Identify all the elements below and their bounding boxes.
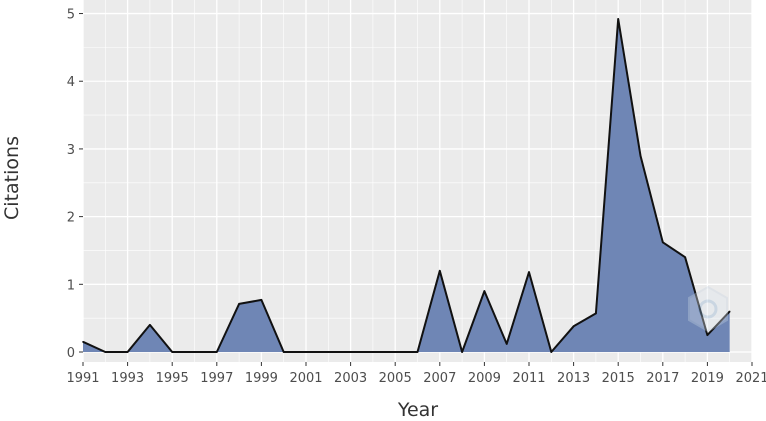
data-point bbox=[216, 351, 218, 353]
data-point bbox=[662, 241, 664, 244]
x-tick-label: 1991 bbox=[66, 371, 99, 386]
data-point bbox=[82, 341, 84, 343]
data-point bbox=[126, 351, 129, 353]
y-axis-title: Citations bbox=[1, 136, 23, 220]
data-point bbox=[416, 351, 419, 353]
data-point bbox=[617, 18, 619, 20]
x-tick-label: 1993 bbox=[111, 371, 144, 386]
data-point bbox=[505, 343, 508, 345]
x-tick-label: 2009 bbox=[468, 371, 501, 386]
data-point bbox=[193, 351, 196, 353]
data-points bbox=[82, 18, 731, 353]
data-point bbox=[171, 351, 173, 353]
y-tick-label: 2 bbox=[67, 211, 75, 226]
x-tick-label: 1999 bbox=[245, 371, 278, 386]
data-point bbox=[238, 303, 240, 305]
x-tick-label: 2015 bbox=[602, 371, 635, 386]
data-point bbox=[595, 312, 597, 315]
data-point bbox=[349, 351, 352, 353]
data-point bbox=[461, 351, 463, 353]
y-tick-label: 4 bbox=[67, 75, 75, 90]
x-tick-label: 2019 bbox=[691, 371, 724, 386]
data-point bbox=[149, 324, 151, 326]
data-point bbox=[282, 351, 285, 353]
y-tick-label: 3 bbox=[67, 143, 75, 158]
data-point bbox=[684, 256, 686, 259]
data-point bbox=[706, 334, 709, 336]
data-point bbox=[639, 154, 642, 157]
citations-line bbox=[82, 18, 731, 353]
data-point bbox=[260, 299, 263, 301]
grid-minor bbox=[83, 0, 752, 362]
y-axis-ticks: 0 1 2 3 4 5 bbox=[67, 8, 83, 361]
x-tick-label: 1997 bbox=[200, 371, 233, 386]
x-tick-label: 1995 bbox=[156, 371, 189, 386]
data-point bbox=[104, 351, 107, 353]
data-point bbox=[305, 351, 307, 353]
x-axis-ticks: 1991 1993 1995 1997 1999 2001 2003 2005 2007 2009… bbox=[66, 362, 766, 386]
x-tick-label: 2003 bbox=[334, 371, 367, 386]
data-point bbox=[572, 325, 575, 328]
x-tick-label: 2005 bbox=[379, 371, 412, 386]
citations-area bbox=[83, 19, 730, 352]
data-point bbox=[394, 351, 397, 353]
data-point bbox=[728, 310, 731, 313]
x-tick-label: 2007 bbox=[423, 371, 456, 386]
hexagon-logo-icon bbox=[688, 285, 728, 333]
y-tick-label: 0 bbox=[67, 346, 75, 361]
x-tick-label: 2011 bbox=[512, 371, 545, 386]
x-tick-label: 2013 bbox=[557, 371, 590, 386]
data-point bbox=[372, 351, 374, 353]
x-tick-label: 2021 bbox=[735, 371, 766, 386]
data-point bbox=[483, 290, 486, 292]
x-tick-label: 2001 bbox=[289, 371, 322, 386]
data-point bbox=[327, 351, 330, 353]
data-point bbox=[439, 269, 441, 272]
data-point bbox=[550, 351, 553, 353]
data-point bbox=[528, 271, 530, 273]
y-tick-label: 5 bbox=[67, 8, 75, 23]
y-tick-label: 1 bbox=[67, 278, 75, 293]
x-tick-label: 2017 bbox=[646, 371, 679, 386]
x-axis-title: Year bbox=[397, 399, 438, 421]
